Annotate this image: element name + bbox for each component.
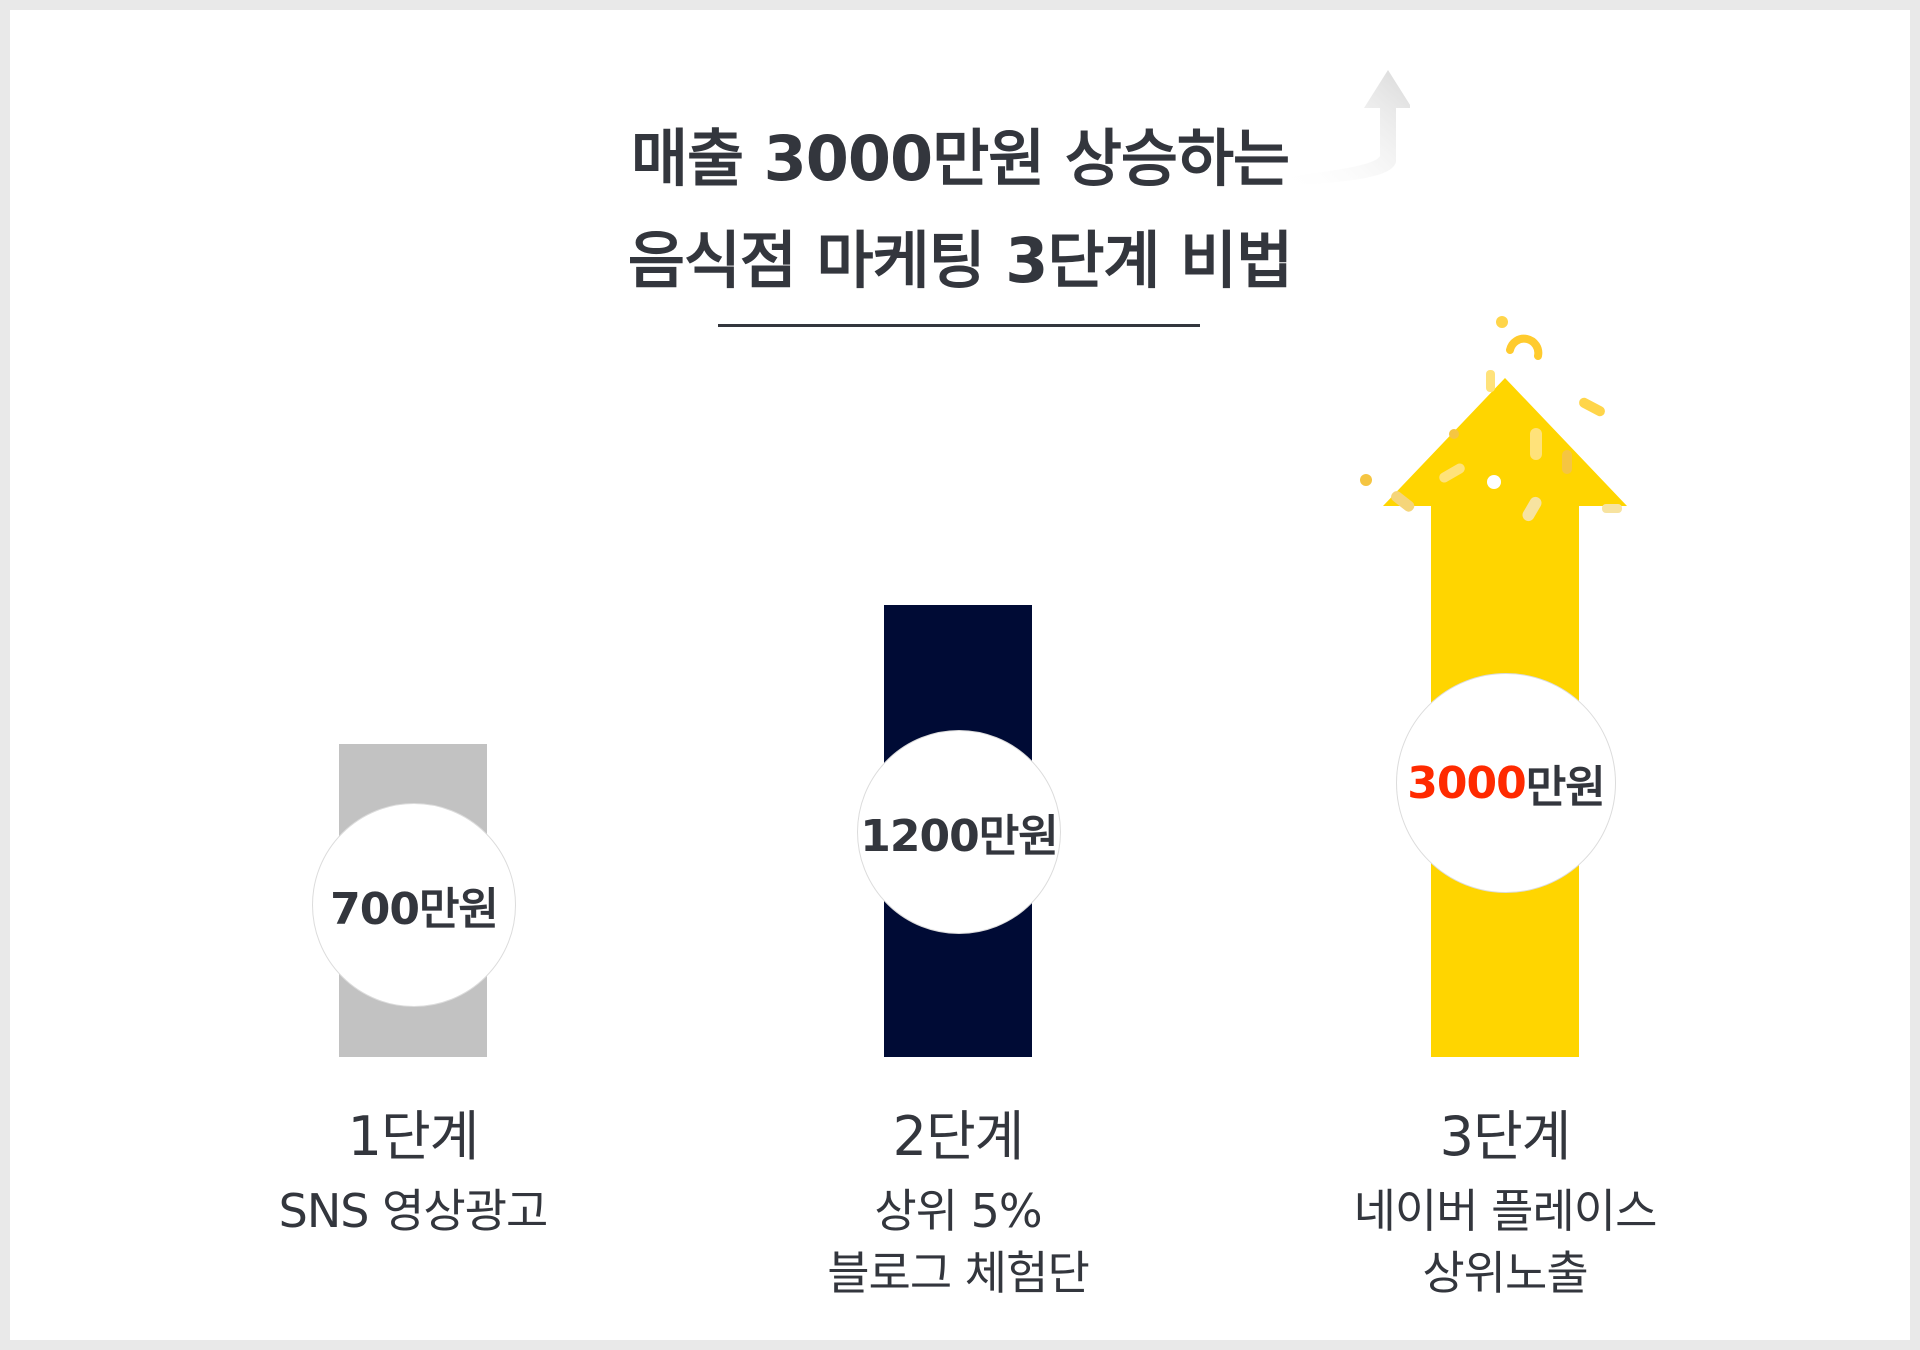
page-title-line-2: 음식점 마케팅 3단계 비법	[627, 224, 1293, 297]
stage-3-value-unit: 만원	[1525, 762, 1606, 813]
stage-3-description-line-1: 네이버 플레이스	[1353, 1184, 1658, 1238]
confetti-icon	[1360, 316, 1622, 522]
stage-2-value-label: 1200만원	[860, 811, 1058, 862]
curved-arrow-icon	[1280, 70, 1410, 186]
stage-1-label: 1단계	[347, 1105, 480, 1168]
stage-2-value-badge: 1200만원	[857, 730, 1061, 934]
infographic-card: 매출 3000만원 상승하는 음식점 마케팅 3단계 비법	[10, 10, 1910, 1340]
stage-1-description: SNS 영상광고	[173, 1180, 653, 1242]
stage-1-description-line-1: SNS 영상광고	[278, 1184, 549, 1238]
stage-2-description-line-2: 블로그 체험단	[827, 1246, 1090, 1300]
stage-3-label: 3단계	[1439, 1105, 1572, 1168]
page-title-line-1: 매출 3000만원 상승하는	[630, 122, 1290, 195]
stage-2-description-line-1: 상위 5%	[874, 1184, 1042, 1238]
stage-3-value-number: 3000	[1407, 757, 1526, 809]
stage-1-value-label: 700만원	[330, 884, 499, 935]
stage-3-value-badge: 3000 만원	[1396, 673, 1616, 893]
revenue-chart: 700만원 1200만원 3000 만원 1단계 2단계 3단계 SNS 영상광고…	[10, 10, 1910, 1340]
stage-2-description: 상위 5% 블로그 체험단	[718, 1180, 1198, 1304]
title-divider	[718, 324, 1200, 327]
stage-2-label: 2단계	[892, 1105, 1025, 1168]
stage-1-value-badge: 700만원	[312, 803, 516, 1007]
stage-3-description: 네이버 플레이스 상위노출	[1265, 1180, 1745, 1304]
stage-3-description-line-2: 상위노출	[1422, 1246, 1588, 1300]
